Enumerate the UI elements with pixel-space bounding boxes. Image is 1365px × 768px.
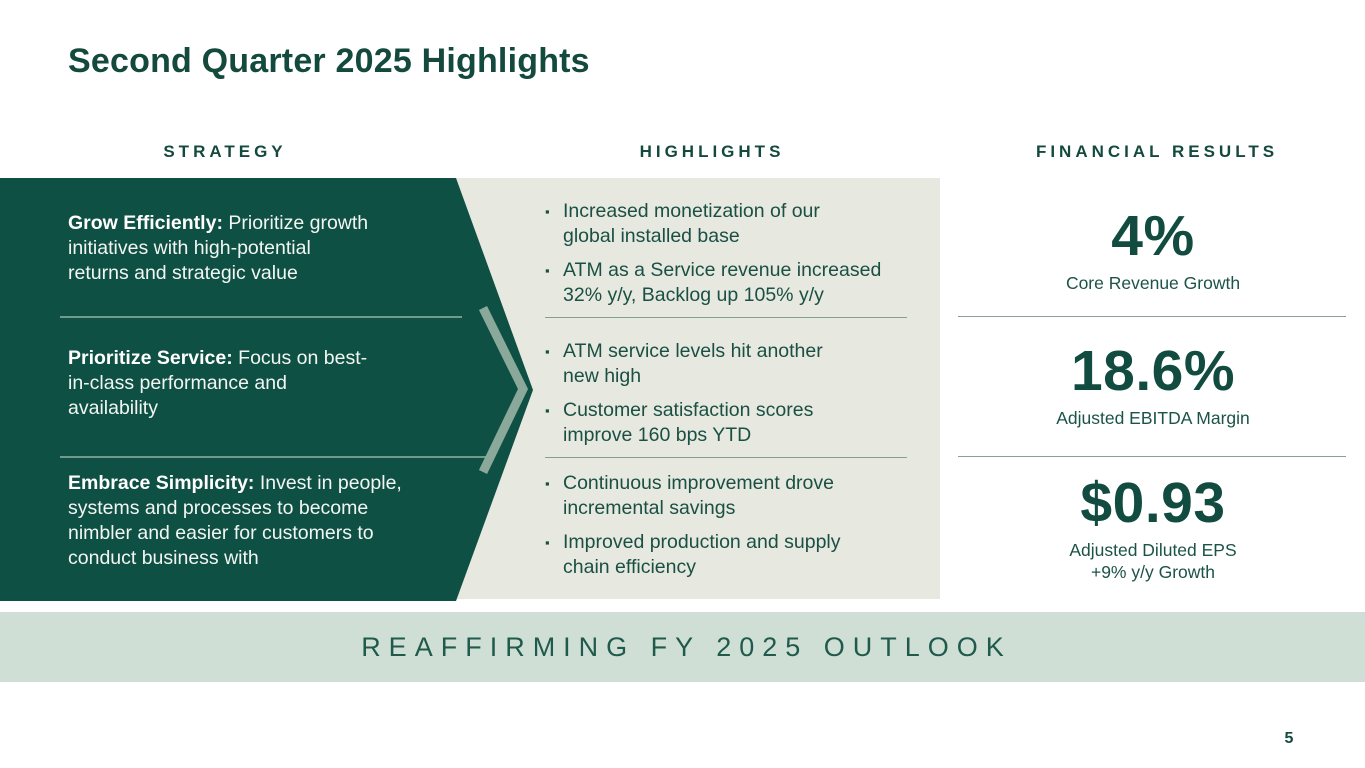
- stat-label: Adjusted EBITDA Margin: [1056, 408, 1250, 428]
- strategy-item-lead: Embrace Simplicity:: [68, 472, 255, 494]
- bullet-text: Improved production and supply chain eff…: [563, 531, 841, 578]
- list-item: ▪ ATM service levels hit another new high: [545, 339, 920, 389]
- strategy-divider: [60, 316, 462, 318]
- stat-label: Adjusted Diluted EPS +9% y/y Growth: [958, 539, 1348, 583]
- strategy-item-text: Prioritize growth initiatives with high-…: [68, 212, 369, 284]
- slide-title: Second Quarter 2025 Highlights: [68, 42, 590, 80]
- strategy-item-text: Focus on best- in-class performance and …: [68, 347, 368, 419]
- list-item: ▪ Continuous improvement drove incrementa…: [545, 471, 920, 521]
- highlights-group-service: ▪ ATM service levels hit another new high…: [545, 339, 920, 448]
- list-item: ▪ Improved production and supply chain ef…: [545, 530, 920, 580]
- column-header-highlights: HIGHLIGHTS: [639, 142, 785, 161]
- highlights-group-simplicity: ▪ Continuous improvement drove incrementa…: [545, 471, 920, 580]
- stat-core-revenue-growth: 4% Core Revenue Growth: [958, 206, 1348, 294]
- bullet-text: Increased monetization of our global ins…: [563, 200, 820, 247]
- list-item: ▪ Customer satisfaction scores improve 16…: [545, 398, 920, 448]
- stat-label-line1: Adjusted Diluted EPS: [1069, 540, 1237, 560]
- financial-divider: [958, 456, 1346, 457]
- strategy-item-embrace-simplicity: Embrace Simplicity: Invest in people, sy…: [68, 471, 450, 571]
- stat-label-line2: +9% y/y Growth: [1090, 562, 1215, 582]
- bullet-icon: ▪: [545, 403, 550, 418]
- column-header-strategy: STRATEGY: [163, 142, 287, 161]
- bullet-icon: ▪: [545, 263, 550, 278]
- stat-value: 18.6%: [1070, 339, 1236, 403]
- list-item: ▪ Increased monetization of our global in…: [545, 199, 920, 249]
- bullet-text: Customer satisfaction scores improve 160…: [563, 399, 814, 446]
- stat-adjusted-ebitda-margin: 18.6% Adjusted EBITDA Margin: [958, 341, 1348, 429]
- strategy-item-lead: Prioritize Service:: [68, 347, 233, 369]
- bullet-text: ATM service levels hit another new high: [563, 340, 823, 387]
- bullet-icon: ▪: [545, 204, 550, 219]
- chevron-right-icon: [478, 306, 529, 474]
- highlights-divider: [545, 317, 907, 318]
- stat-value: $0.93: [1080, 471, 1226, 535]
- stat-adjusted-diluted-eps: $0.93 Adjusted Diluted EPS +9% y/y Growth: [958, 473, 1348, 583]
- outlook-banner-text: REAFFIRMING FY 2025 OUTLOOK: [361, 631, 1012, 662]
- highlights-panel-background: [455, 178, 940, 599]
- outlook-banner: REAFFIRMING FY 2025 OUTLOOK: [0, 612, 1365, 682]
- column-header-financial-results: FINANCIAL RESULTS: [1035, 142, 1279, 161]
- stat-value: 4%: [1111, 204, 1195, 268]
- strategy-item-prioritize-service: Prioritize Service: Focus on best- in-cl…: [68, 346, 420, 421]
- bullet-icon: ▪: [545, 344, 550, 359]
- list-item: ▪ ATM as a Service revenue increased 32% …: [545, 258, 920, 308]
- strategy-divider: [60, 456, 490, 458]
- bullet-text: Continuous improvement drove incremental…: [563, 472, 834, 519]
- bullet-icon: ▪: [545, 535, 550, 550]
- strategy-item-grow-efficiently: Grow Efficiently: Prioritize growth init…: [68, 211, 420, 286]
- bullet-icon: ▪: [545, 476, 550, 491]
- strategy-item-text: Invest in people, systems and processes …: [68, 472, 402, 569]
- stat-label: Core Revenue Growth: [1065, 273, 1241, 293]
- strategy-item-lead: Grow Efficiently:: [68, 212, 223, 234]
- highlights-group-grow: ▪ Increased monetization of our global in…: [545, 199, 920, 308]
- highlights-divider: [545, 457, 907, 458]
- page-number: 5: [1284, 730, 1294, 747]
- bullet-text: ATM as a Service revenue increased 32% y…: [563, 259, 882, 306]
- financial-divider: [958, 316, 1346, 317]
- strategy-arrow-block: [0, 178, 533, 601]
